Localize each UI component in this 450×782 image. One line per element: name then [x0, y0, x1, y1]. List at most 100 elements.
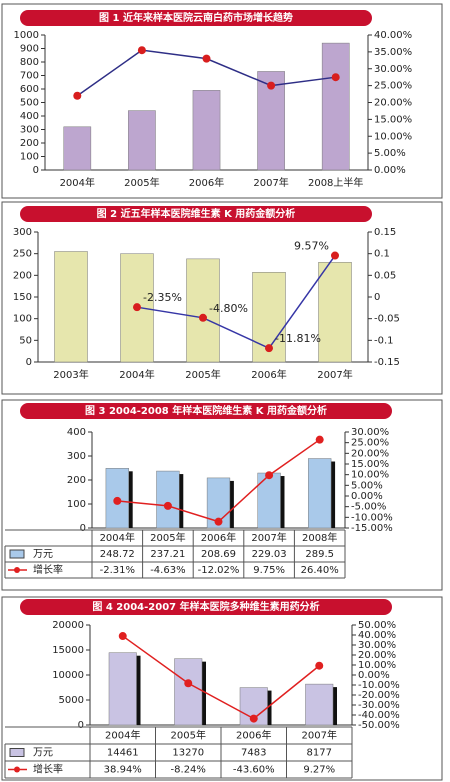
chart-title: 图 1 近年来样本医院云南白药市场增长趋势 — [99, 11, 293, 24]
x-tick-label: 2008上半年 — [308, 176, 363, 189]
y-tick-label: 300 — [13, 227, 32, 238]
bar — [54, 251, 88, 363]
y2-tick-label: 0.00% — [374, 165, 406, 176]
bar — [128, 110, 156, 171]
table-cell: 8177 — [307, 748, 332, 759]
x-tick-label: 2006年 — [189, 176, 224, 189]
y2-tick-label: 5.00% — [351, 480, 383, 491]
marker — [163, 501, 172, 510]
y2-tick-label: 5.00% — [374, 148, 406, 159]
y-tick-label: 150 — [13, 292, 32, 303]
y-tick-label: 400 — [20, 111, 39, 122]
y2-tick-label: 10.00% — [374, 131, 412, 142]
y2-tick-label: 50.00% — [358, 620, 396, 631]
y2-tick-label: 0.00% — [351, 491, 383, 502]
y2-tick-label: 15.00% — [351, 459, 389, 470]
y-tick-label: 0 — [80, 523, 86, 534]
y2-tick-label: -0.1 — [374, 335, 394, 346]
chart-title: 图 2 近五年样本医院维生素 K 用药金额分析 — [97, 207, 296, 220]
legend-swatch — [9, 549, 25, 559]
y2-tick-label: 0.1 — [374, 249, 390, 260]
y2-tick-label: -10.00% — [351, 512, 393, 523]
x-tick-label: 2007年 — [317, 368, 352, 381]
x-tick-label: 2006年 — [251, 368, 286, 381]
y-tick-label: 600 — [20, 84, 39, 95]
marker — [315, 435, 324, 444]
table-cell: 208.69 — [201, 549, 236, 560]
marker — [267, 81, 276, 90]
table-cell: 289.5 — [305, 549, 334, 560]
y-tick-label: 300 — [67, 451, 86, 462]
y-tick-label: 800 — [20, 57, 39, 68]
y-tick-label: 100 — [67, 499, 86, 510]
y-tick-label: 300 — [20, 125, 39, 136]
title-banner — [20, 10, 372, 26]
y-tick-label: 100 — [20, 152, 39, 163]
legend-marker — [14, 766, 20, 773]
y2-tick-label: 0 — [374, 292, 380, 303]
y2-tick-label: 30.00% — [351, 427, 389, 438]
y2-tick-label: 20.00% — [374, 98, 412, 109]
x-tick-label: 2004年 — [60, 176, 95, 189]
marker — [113, 496, 122, 505]
y-tick-label: 900 — [20, 44, 39, 55]
y-tick-label: 250 — [13, 249, 32, 260]
table-cell: 9.27% — [303, 765, 335, 776]
legend-marker — [14, 567, 20, 573]
data-label: -4.80% — [209, 302, 248, 315]
bar — [156, 470, 180, 529]
y-tick-label: 15000 — [52, 645, 84, 656]
y-tick-label: 0 — [33, 165, 39, 176]
y-tick-label: 1000 — [14, 30, 39, 41]
marker — [249, 714, 258, 723]
x-tick-label: 2003年 — [53, 368, 88, 381]
x-tick-label: 2004年 — [119, 368, 154, 381]
panel-frame — [1, 399, 443, 591]
y-tick-label: 200 — [20, 138, 39, 149]
legend-label: 增长率 — [33, 563, 63, 576]
table-cell: 26.40% — [301, 565, 339, 576]
bar — [63, 126, 92, 171]
marker — [331, 73, 340, 82]
y2-tick-label: -10.00% — [358, 680, 400, 691]
table-cell: -43.60% — [233, 765, 275, 776]
table-header: 2007年 — [302, 729, 337, 742]
table-cell: 14461 — [107, 748, 139, 759]
y2-tick-label: 20.00% — [351, 448, 389, 459]
y-tick-label: 700 — [20, 71, 39, 82]
y2-tick-label: 15.00% — [374, 114, 412, 125]
table-header: 2007年 — [251, 531, 286, 544]
bar — [305, 683, 334, 726]
y2-tick-label: 10.00% — [351, 470, 389, 481]
bar — [186, 258, 220, 363]
y-tick-label: 20000 — [52, 620, 84, 631]
bar — [239, 687, 268, 726]
y2-tick-label: 35.00% — [374, 47, 412, 58]
y-tick-label: 50 — [19, 335, 32, 346]
x-tick-label: 2007年 — [253, 176, 288, 189]
y2-tick-label: 0.05 — [374, 270, 396, 281]
table-header: 2005年 — [150, 531, 185, 544]
y2-tick-label: 25.00% — [374, 81, 412, 92]
marker — [315, 661, 324, 670]
table-cell: 13270 — [172, 748, 204, 759]
panel-frame — [1, 596, 443, 781]
marker — [184, 679, 193, 688]
panel-frame — [1, 3, 443, 199]
bar — [321, 42, 350, 171]
y-tick-label: 0 — [26, 357, 32, 368]
y2-tick-label: 30.00% — [374, 64, 412, 75]
y2-tick-label: 0.15 — [374, 227, 396, 238]
title-banner — [20, 206, 372, 222]
marker — [202, 54, 211, 63]
y2-tick-label: 25.00% — [351, 438, 389, 449]
line — [136, 255, 336, 350]
marker — [331, 251, 339, 260]
table-header: 2006年 — [236, 729, 271, 742]
bar — [192, 90, 221, 171]
y2-tick-label: -0.15 — [374, 357, 400, 368]
y-tick-label: 0 — [78, 720, 84, 731]
chart-title: 图 4 2004-2007 年样本医院多种维生素用药分析 — [92, 600, 319, 613]
chart-title: 图 3 2004-2008 年样本医院维生素 K 用药金额分析 — [85, 404, 327, 417]
marker — [199, 313, 207, 322]
